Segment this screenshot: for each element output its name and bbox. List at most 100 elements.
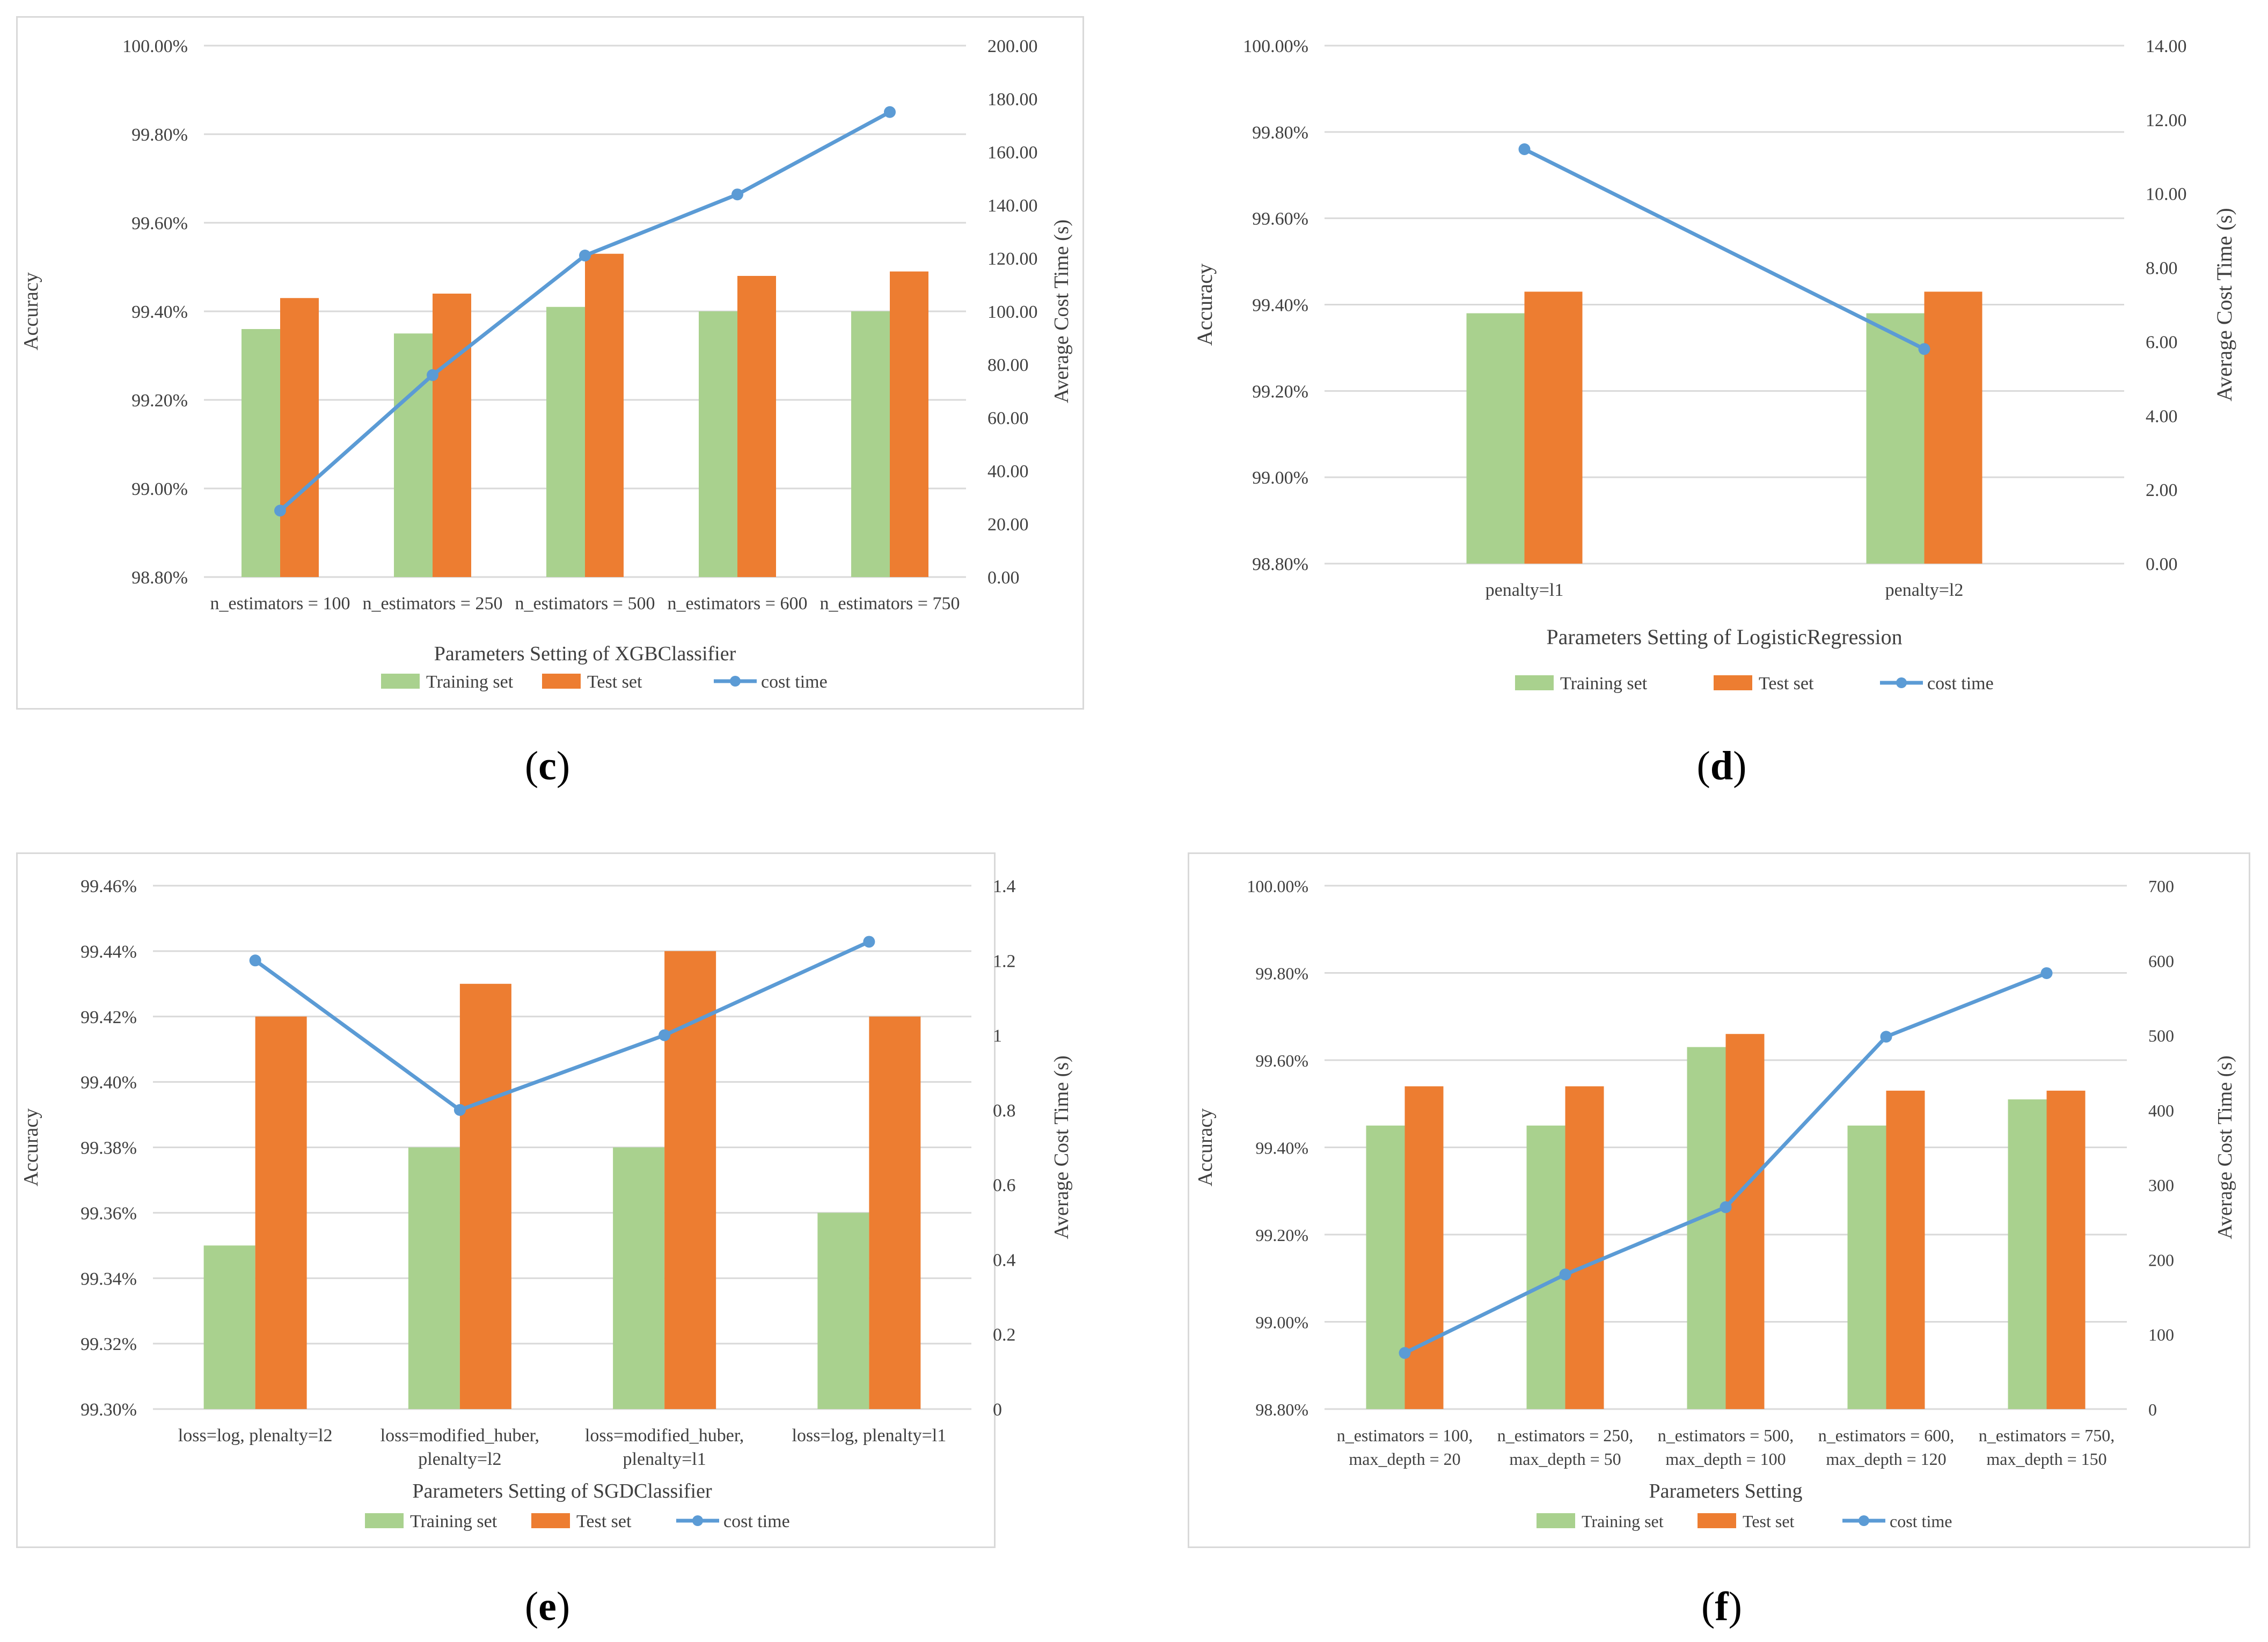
y2-tick-label: 8.00 xyxy=(2146,259,2178,279)
training-bar xyxy=(851,311,890,577)
y2-tick-label: 10.00 xyxy=(2146,185,2187,205)
legend-cost-label: cost time xyxy=(1890,1512,1952,1531)
legend-cost-label: cost time xyxy=(761,672,828,692)
x-category-label: max_depth = 50 xyxy=(1509,1449,1621,1469)
y2-axis-title: Average Cost Time (s) xyxy=(1050,220,1073,403)
y2-tick-label: 120.00 xyxy=(987,249,1038,269)
y-tick-label: 99.46% xyxy=(81,877,137,896)
cost-time-point xyxy=(453,1104,466,1116)
cost-time-point xyxy=(731,188,743,201)
y2-tick-label: 160.00 xyxy=(987,143,1038,163)
cost-time-line xyxy=(1523,147,1926,351)
y2-tick-label: 40.00 xyxy=(987,462,1029,481)
x-category-label: n_estimators = 250 xyxy=(363,594,503,614)
x-category-label: plenalty=l1 xyxy=(623,1449,706,1469)
legend-training-label: Training set xyxy=(1560,674,1648,694)
training-bar xyxy=(242,329,280,577)
chart-xgbclassifier: 98.80% 99.00% 99.20% 99.40% 99.60% 99.80% 100.… xyxy=(20,37,1073,692)
training-bar xyxy=(699,311,737,577)
y2-tick-label: 20.00 xyxy=(987,515,1029,535)
y2-tick-label: 300 xyxy=(2148,1176,2174,1195)
subfigure-caption: (d) xyxy=(1696,743,1747,789)
chart-sgdclassifier: 99.30% 99.32% 99.34% 99.36% 99.38% 99.40% 99.4… xyxy=(20,877,1073,1531)
legend-training-swatch xyxy=(365,1513,404,1528)
y-tick-label: 99.34% xyxy=(81,1269,137,1289)
chart-panel-c: 98.80% 99.00% 99.20% 99.40% 99.60% 99.80% 100.… xyxy=(0,0,1134,821)
cost-time-point xyxy=(274,505,286,517)
x-category-label: loss=modified_huber, xyxy=(381,1426,539,1446)
x-category-label: loss=modified_huber, xyxy=(585,1426,744,1446)
y-tick-label: 99.20% xyxy=(131,391,188,411)
y-tick-label: 99.20% xyxy=(1252,382,1308,402)
legend-training-label: Training set xyxy=(1582,1512,1664,1531)
legend-training-swatch xyxy=(1515,675,1554,690)
test-bar xyxy=(1565,1086,1604,1409)
test-bar xyxy=(1886,1090,1925,1409)
legend-cost-marker xyxy=(692,1515,703,1526)
x-category-label: max_depth = 100 xyxy=(1665,1449,1786,1469)
y-tick-label: 99.44% xyxy=(81,942,137,962)
x-category-label: n_estimators = 500, xyxy=(1658,1426,1794,1445)
test-bar xyxy=(869,1016,921,1409)
y2-tick-label: 0 xyxy=(993,1400,1002,1420)
y-tick-label: 98.80% xyxy=(1255,1400,1308,1419)
y-tick-label: 100.00% xyxy=(1247,877,1308,896)
y2-tick-label: 500 xyxy=(2148,1026,2174,1046)
y-tick-label: 98.80% xyxy=(1252,554,1308,574)
y-axis-title: Accuracy xyxy=(1194,1108,1217,1187)
y-tick-label: 99.80% xyxy=(1252,123,1308,143)
y-tick-label: 99.00% xyxy=(1255,1313,1308,1332)
test-bar xyxy=(2046,1090,2086,1409)
y-tick-label: 99.40% xyxy=(1255,1139,1308,1158)
x-category-label: n_estimators = 500 xyxy=(515,594,655,614)
training-bar xyxy=(1866,313,1925,564)
cost-time-point xyxy=(1918,343,1930,355)
y-tick-label: 99.30% xyxy=(81,1400,137,1420)
x-category-label: n_estimators = 750 xyxy=(820,594,960,614)
test-bar xyxy=(1725,1034,1765,1409)
legend-training-swatch xyxy=(1537,1513,1575,1528)
y-tick-label: 100.00% xyxy=(122,37,188,56)
x-category-label: plenalty=l2 xyxy=(418,1449,501,1469)
y2-tick-label: 0.00 xyxy=(987,568,1020,588)
chart-panel-d: 98.80% 99.00% 99.20% 99.40% 99.60% 99.80% 100.… xyxy=(1134,0,2268,821)
y2-tick-label: 1.4 xyxy=(993,877,1016,896)
chart-frame xyxy=(16,852,996,1548)
training-bar xyxy=(203,1245,255,1409)
x-category-label: n_estimators = 250, xyxy=(1497,1426,1634,1445)
y-tick-label: 99.60% xyxy=(1255,1051,1308,1070)
y-tick-label: 100.00% xyxy=(1243,37,1308,56)
legend-test-swatch xyxy=(1714,675,1752,690)
y2-tick-label: 700 xyxy=(2148,877,2174,896)
subfigure-caption: (e) xyxy=(524,1584,570,1629)
y2-tick-label: 600 xyxy=(2148,951,2174,970)
cost-time-point xyxy=(249,954,261,967)
y2-axis-title: Average Cost Time (s) xyxy=(1050,1055,1073,1239)
cost-time-point xyxy=(863,936,875,948)
test-bar xyxy=(585,253,624,577)
y-tick-label: 98.80% xyxy=(131,568,188,588)
x-category-label: n_estimators = 600, xyxy=(1818,1426,1955,1445)
y-tick-label: 99.40% xyxy=(81,1073,137,1093)
legend-test-swatch xyxy=(531,1513,570,1528)
cost-time-line xyxy=(254,940,870,1112)
chart-panel-e: 99.30% 99.32% 99.34% 99.36% 99.38% 99.40% 99.4… xyxy=(0,821,1134,1642)
test-bar xyxy=(459,983,511,1409)
training-bar xyxy=(817,1213,869,1409)
chart-logisticregression: 98.80% 99.00% 99.20% 99.40% 99.60% 99.80% 100.… xyxy=(1192,37,2236,694)
x-axis-title: Parameters Setting of SGDClassifier xyxy=(412,1480,712,1502)
x-category-label: n_estimators = 750, xyxy=(1979,1426,2115,1445)
x-axis-title: Parameters Setting of XGBClassifier xyxy=(434,643,736,665)
y2-tick-label: 1.2 xyxy=(993,951,1016,971)
legend-cost-label: cost time xyxy=(1927,674,1994,694)
y2-tick-label: 180.00 xyxy=(987,90,1038,110)
training-bar xyxy=(1847,1125,1886,1409)
y-tick-label: 99.80% xyxy=(1255,964,1308,983)
test-bar xyxy=(1524,291,1583,564)
x-category-label: max_depth = 150 xyxy=(1986,1449,2106,1469)
legend-training-label: Training set xyxy=(426,672,514,692)
y2-tick-label: 200.00 xyxy=(987,37,1038,56)
legend-test-label: Test set xyxy=(576,1512,632,1531)
y2-tick-label: 60.00 xyxy=(987,408,1029,428)
legend-cost-label: cost time xyxy=(723,1512,790,1531)
